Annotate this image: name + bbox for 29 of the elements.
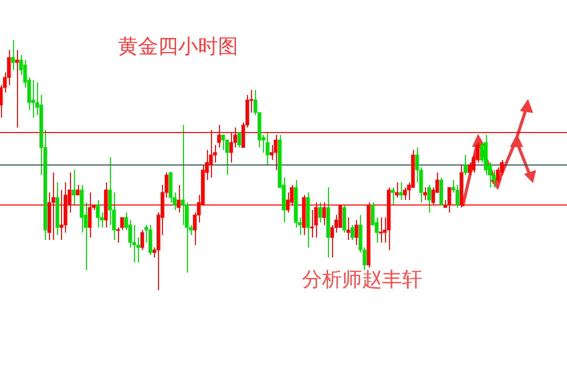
candlestick bbox=[274, 134, 278, 170]
candlestick bbox=[180, 124, 184, 226]
candlestick bbox=[354, 220, 358, 246]
candlestick bbox=[266, 132, 270, 166]
candlestick bbox=[310, 210, 314, 238]
candlestick bbox=[399, 182, 403, 200]
candlestick bbox=[11, 40, 15, 70]
candlestick bbox=[31, 80, 35, 118]
candlestick bbox=[464, 154, 468, 176]
candlestick bbox=[96, 200, 100, 228]
candlestick bbox=[403, 187, 407, 200]
candlestick bbox=[15, 50, 19, 128]
annotation: 分析师赵丰轩 bbox=[302, 266, 422, 293]
candlestick bbox=[221, 134, 225, 150]
candlestick bbox=[378, 217, 382, 243]
candlestick bbox=[76, 184, 80, 196]
candlestick bbox=[390, 187, 395, 206]
candlestick bbox=[72, 170, 76, 206]
candlestick bbox=[318, 202, 322, 223]
candlestick bbox=[427, 184, 431, 213]
candlestick bbox=[346, 217, 350, 240]
candlestick bbox=[423, 187, 427, 200]
candlestick bbox=[350, 224, 354, 240]
candlestick bbox=[140, 230, 144, 250]
candlestick bbox=[342, 204, 346, 233]
candlestick bbox=[394, 182, 399, 198]
chart-title: 黄金四小时图 bbox=[118, 33, 238, 60]
candlestick bbox=[237, 132, 242, 148]
candlestick bbox=[148, 224, 152, 256]
